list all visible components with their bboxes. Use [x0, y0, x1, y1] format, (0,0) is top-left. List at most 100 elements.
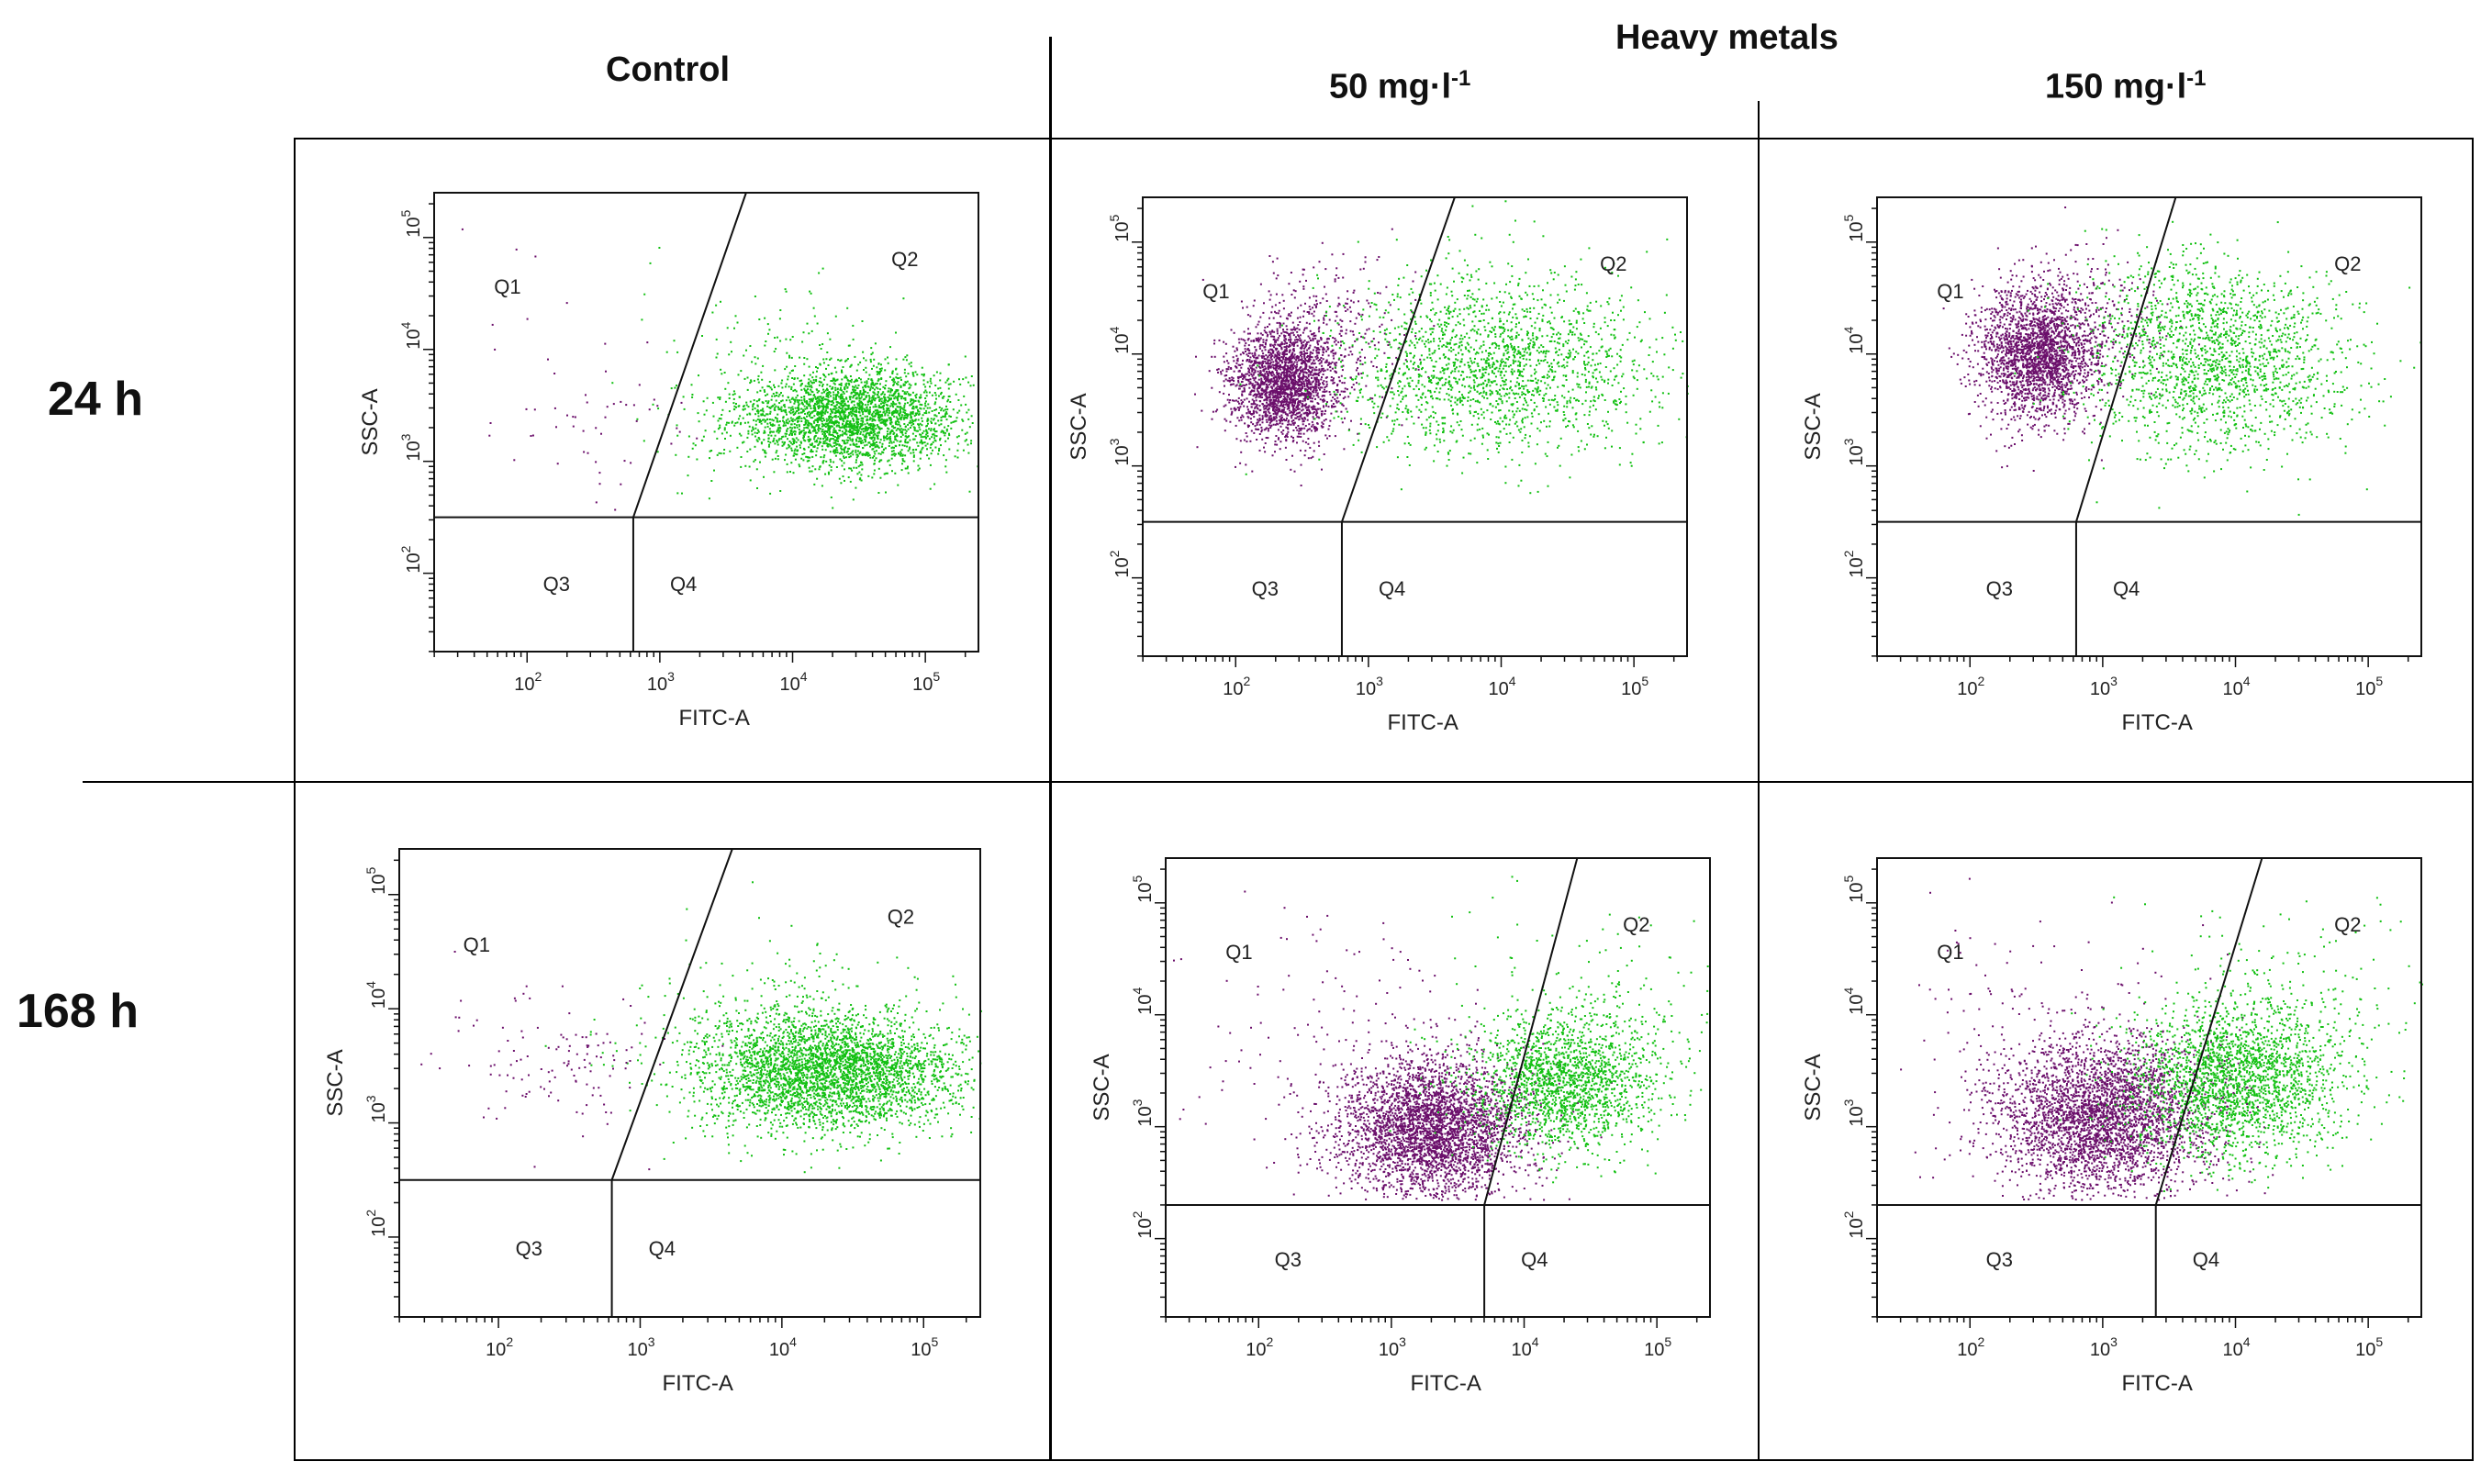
- event-dot: [1239, 440, 1242, 442]
- event-dot: [1307, 407, 1310, 409]
- event-dot: [833, 407, 834, 410]
- event-dot: [827, 427, 830, 430]
- event-dot: [824, 423, 827, 425]
- event-dot: [1283, 334, 1285, 337]
- event-dot: [1297, 402, 1300, 405]
- event-dot: [732, 397, 735, 400]
- event-dot: [815, 450, 818, 452]
- event-dot: [847, 414, 850, 417]
- event-dot: [1269, 382, 1272, 385]
- event-dot: [1295, 409, 1298, 412]
- event-dot: [1257, 421, 1259, 424]
- event-dot: [1287, 388, 1290, 391]
- event-dot: [794, 411, 797, 414]
- event-dot: [811, 400, 814, 403]
- event-dot: [1318, 372, 1321, 374]
- event-dot: [851, 430, 854, 432]
- event-dot: [737, 418, 740, 420]
- event-dot: [894, 396, 897, 398]
- event-dot: [1244, 375, 1246, 378]
- event-dot: [944, 414, 946, 417]
- event-dot: [1290, 378, 1292, 381]
- event-dot: [804, 389, 807, 392]
- event-dot: [865, 436, 867, 439]
- event-dot: [793, 439, 796, 441]
- event-dot: [793, 430, 796, 432]
- event-dot: [1295, 394, 1298, 396]
- event-dot: [1297, 375, 1300, 378]
- event-dot: [1300, 347, 1302, 350]
- event-dot: [1267, 408, 1268, 411]
- event-dot: [784, 385, 787, 388]
- event-dot: [928, 411, 931, 414]
- event-dot: [1313, 385, 1316, 388]
- event-dot: [1323, 453, 1325, 455]
- event-dot: [894, 426, 897, 429]
- event-dot: [1299, 351, 1302, 354]
- event-dot: [1254, 381, 1257, 384]
- event-dot: [843, 455, 844, 458]
- event-dot: [1314, 380, 1317, 383]
- event-dot: [1295, 338, 1298, 340]
- event-dot: [1277, 352, 1280, 355]
- event-dot: [1280, 401, 1283, 404]
- event-dot: [755, 468, 758, 471]
- event-dot: [595, 501, 598, 504]
- event-dot: [833, 429, 835, 431]
- event-dot: [718, 418, 721, 419]
- event-dot: [793, 402, 796, 405]
- event-dot: [786, 421, 788, 424]
- event-dot: [1290, 338, 1292, 340]
- event-dot: [1245, 378, 1247, 381]
- event-dot: [904, 398, 907, 401]
- event-dot: [913, 429, 916, 431]
- event-dot: [911, 398, 914, 401]
- event-dot: [1281, 382, 1284, 385]
- event-dot: [762, 364, 765, 367]
- event-dot: [940, 423, 943, 426]
- event-dot: [822, 406, 825, 408]
- event-dot: [891, 394, 893, 396]
- event-dot: [865, 432, 867, 435]
- event-dot: [1241, 393, 1244, 396]
- event-dot: [790, 356, 793, 359]
- event-dot: [896, 373, 899, 375]
- event-dot: [1297, 388, 1300, 390]
- event-dot: [799, 415, 801, 418]
- event-dot: [905, 414, 908, 417]
- event-dot: [1264, 360, 1267, 363]
- event-dot: [968, 426, 971, 429]
- event-dot: [1293, 400, 1296, 402]
- event-dot: [773, 351, 776, 352]
- event-dot: [871, 396, 874, 399]
- event-dot: [1252, 423, 1255, 426]
- event-dot: [883, 402, 886, 405]
- event-dot: [1281, 422, 1284, 425]
- event-dot: [1311, 407, 1313, 410]
- event-dot: [899, 425, 901, 428]
- event-dot: [1283, 342, 1286, 345]
- event-dot: [758, 318, 761, 320]
- y-tick-label: 102: [398, 545, 424, 573]
- event-dot: [842, 411, 844, 414]
- event-dot: [1291, 414, 1293, 417]
- event-dot: [848, 423, 851, 426]
- event-dot: [1308, 381, 1310, 384]
- event-dot: [875, 428, 877, 430]
- event-dot: [852, 438, 854, 441]
- event-dot: [1292, 385, 1295, 387]
- event-dot: [860, 381, 863, 384]
- event-dot: [1227, 365, 1230, 368]
- event-dot: [768, 443, 770, 446]
- event-dot: [821, 445, 823, 448]
- event-dot: [869, 428, 872, 430]
- event-dot: [1252, 409, 1255, 412]
- event-dot: [1256, 395, 1258, 397]
- event-dot: [900, 397, 903, 400]
- event-dot: [822, 438, 824, 441]
- event-dot: [833, 421, 835, 424]
- event-dot: [1258, 400, 1261, 402]
- event-dot: [1334, 435, 1336, 438]
- event-dot: [1310, 406, 1313, 408]
- event-dot: [1248, 351, 1251, 354]
